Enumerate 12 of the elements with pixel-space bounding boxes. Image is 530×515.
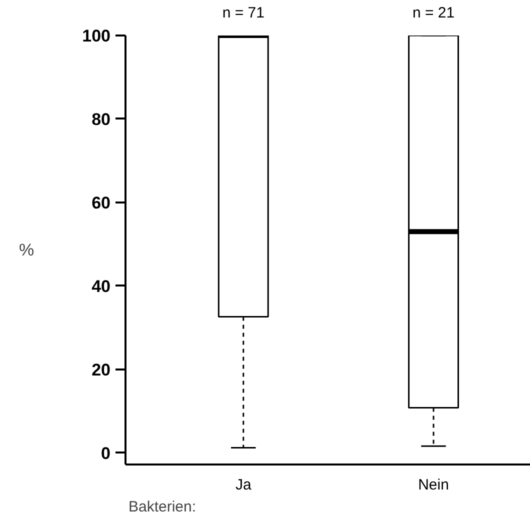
x-tick-label: Ja — [235, 476, 252, 494]
y-axis-title: % — [19, 240, 34, 260]
x-tick-label: Nein — [418, 476, 449, 494]
y-tick-label: 60 — [92, 193, 111, 212]
y-tick-label: 0 — [101, 444, 111, 463]
text: n = 71 — [222, 4, 264, 22]
x-axis-title: Bakterien: — [128, 498, 196, 515]
y-tick-label: 80 — [92, 110, 111, 129]
y-tick-label: 100 — [82, 26, 111, 46]
y-tick-label: 40 — [92, 276, 111, 296]
y-tick-label: 20 — [92, 360, 111, 380]
text: n = 21 — [412, 4, 455, 22]
